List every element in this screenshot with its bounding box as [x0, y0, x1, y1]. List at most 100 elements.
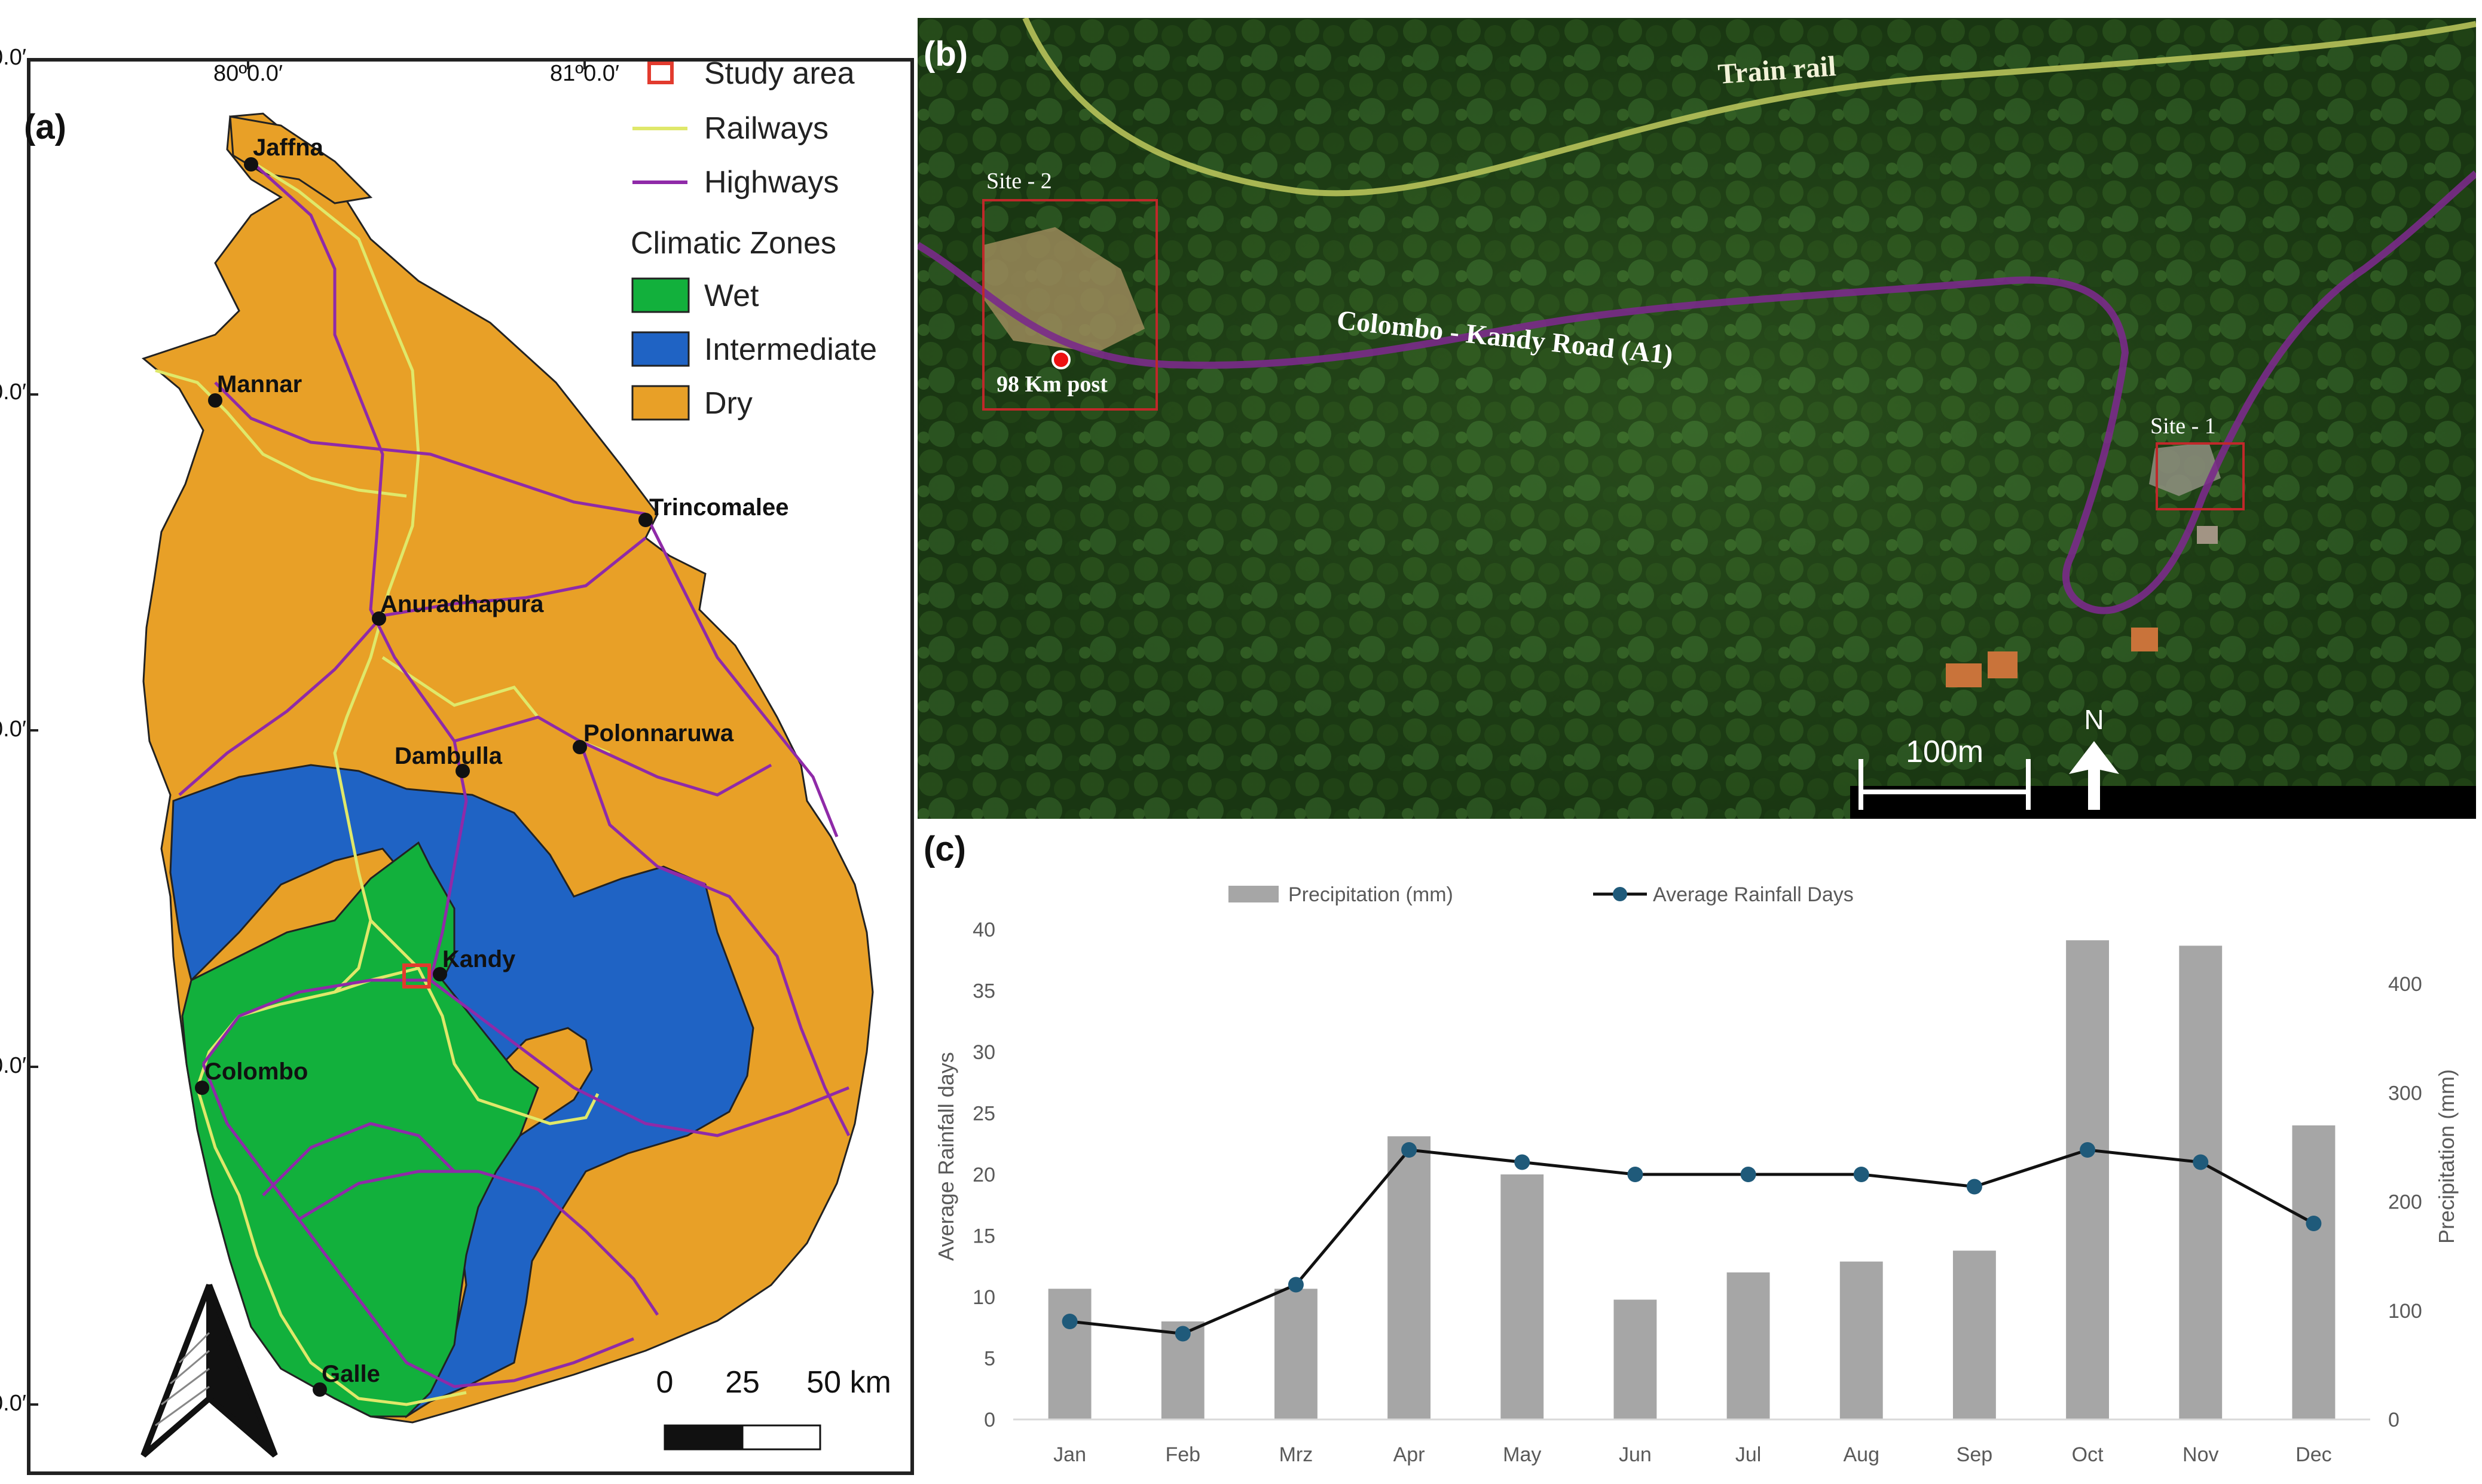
satellite-image: Train rail Colombo - Kandy Road (A1) Sit…: [915, 16, 2478, 819]
bar: [1387, 1136, 1431, 1419]
jaffna-dot: [244, 157, 258, 172]
line-point: [2080, 1142, 2096, 1158]
x-tick-label: Nov: [2183, 1443, 2218, 1466]
y-tick-right: 400: [2388, 973, 2422, 996]
x-tick-label: Apr: [1393, 1443, 1425, 1466]
intermediate-legend-swatch: [631, 331, 690, 367]
y-tick-left: 40: [973, 919, 995, 941]
line-point: [1401, 1142, 1417, 1158]
site-2-label: Site - 2: [986, 169, 1052, 194]
buildings: [1946, 526, 2218, 687]
satellite-scale-bar: [1859, 759, 2031, 810]
dambulla-dot: [456, 764, 470, 778]
climate-chart-panel: (c) Precipitation (mm) Average Rainfall …: [918, 822, 2476, 1481]
bar: [2292, 1125, 2336, 1419]
line-point: [1062, 1314, 1078, 1329]
bar: [2179, 946, 2223, 1419]
x-tick-label: Sep: [1957, 1443, 1993, 1466]
line-point: [2306, 1216, 2322, 1231]
x-tick-label: Dec: [2295, 1443, 2331, 1466]
x-tick-label: Feb: [1165, 1443, 1200, 1466]
lon-tick-label: 80º0.0′: [213, 61, 283, 86]
legend-zones-title: Climatic Zones: [631, 226, 836, 261]
scale-label: 0: [656, 1365, 674, 1400]
legend-rainfall-days: Average Rainfall Days: [1653, 883, 1854, 906]
city-label: Jaffna: [253, 134, 324, 161]
site-2-box: [982, 199, 1158, 411]
y-tick-right: 100: [2388, 1300, 2422, 1323]
map-panel: Jaffna Mannar Trincomalee Anuradhapura P…: [0, 0, 915, 1481]
mannar-dot: [208, 393, 222, 408]
map-legend: Study area Railways Highways Climatic Zo…: [631, 56, 877, 421]
y-tick-left: 20: [973, 1164, 995, 1186]
y-axis-left-label: Average Rainfall days: [934, 1052, 958, 1261]
colombo-dot: [195, 1081, 209, 1095]
line-point: [1514, 1154, 1530, 1170]
y-tick-left: 10: [973, 1286, 995, 1309]
map-scale-bar: 0 25 50 km: [656, 1365, 891, 1451]
y-tick-right: 200: [2388, 1191, 2422, 1214]
lat-tick-label: 8º0.0′: [0, 717, 26, 742]
trincomalee-dot: [638, 513, 653, 527]
panel-b-label: (b): [924, 35, 968, 74]
legend-precipitation: Precipitation (mm): [1288, 883, 1453, 906]
road-line: [915, 170, 2478, 614]
y-tick-left: 35: [973, 980, 995, 1003]
legend-railways: Railways: [704, 111, 829, 146]
line-point: [1740, 1167, 1756, 1182]
satellite-panel: Train rail Colombo - Kandy Road (A1) Sit…: [915, 16, 2478, 819]
city-label: Anuradhapura: [380, 591, 544, 617]
study-area-marker: [402, 963, 431, 989]
scale-label: 25: [725, 1365, 760, 1400]
city-label: Mannar: [217, 371, 302, 397]
x-tick-label: Jun: [1619, 1443, 1652, 1466]
y-tick-left: 0: [984, 1409, 995, 1431]
sri-lanka-map: Jaffna Mannar Trincomalee Anuradhapura P…: [0, 45, 914, 1475]
bar: [1274, 1289, 1318, 1419]
wet-legend-swatch: [631, 277, 690, 313]
legend-wet: Wet: [704, 279, 759, 313]
y-axis-right-label: Precipitation (mm): [2434, 1069, 2459, 1244]
x-tick-label: May: [1503, 1443, 1541, 1466]
legend-bar-swatch: [1228, 886, 1279, 902]
y-tick-left: 30: [973, 1041, 995, 1064]
x-tick-label: Aug: [1844, 1443, 1880, 1466]
wet-zone: [181, 841, 539, 1418]
satellite-scale-label: 100m: [1906, 735, 1983, 769]
highways: [178, 160, 851, 1388]
anuradhapura-dot: [372, 611, 386, 626]
site-1-box: [2156, 442, 2245, 510]
jaffna-peninsula: [229, 115, 373, 204]
line-point: [1175, 1326, 1191, 1342]
city-label: Galle: [322, 1361, 380, 1387]
lat-tick-label: 6º0.0′: [0, 1391, 26, 1416]
kandy-dot: [433, 967, 447, 981]
panel-a-label: (a): [24, 108, 66, 146]
bar: [1839, 1261, 1883, 1419]
bar: [1952, 1250, 1996, 1419]
line-point: [1288, 1277, 1304, 1293]
line-point: [1853, 1167, 1869, 1182]
x-tick-label: Oct: [2072, 1443, 2104, 1466]
bar: [1048, 1289, 1092, 1419]
line-point: [1966, 1179, 1982, 1195]
north-arrow-icon: [140, 1284, 278, 1458]
site-1-label: Site - 1: [2150, 414, 2216, 439]
bar: [1726, 1272, 1770, 1419]
city-dots: [195, 157, 653, 1397]
north-arrow-icon: [2069, 741, 2119, 810]
chart-legend: Precipitation (mm) Average Rainfall Days: [1228, 883, 1854, 906]
legend-line-marker: [1613, 887, 1627, 901]
city-label: Kandy: [442, 946, 516, 972]
y-tick-left: 5: [984, 1348, 995, 1370]
lat-tick-label: 9º0.0′: [0, 380, 26, 405]
north-label: N: [2084, 704, 2104, 735]
bar: [1613, 1299, 1657, 1419]
scale-label: 50 km: [806, 1365, 891, 1400]
y-tick-left: 25: [973, 1103, 995, 1125]
bar: [1500, 1174, 1544, 1419]
legend-study-area: Study area: [704, 56, 855, 91]
city-label: Dambulla: [395, 743, 503, 769]
site-1-clearing: [2149, 442, 2221, 496]
